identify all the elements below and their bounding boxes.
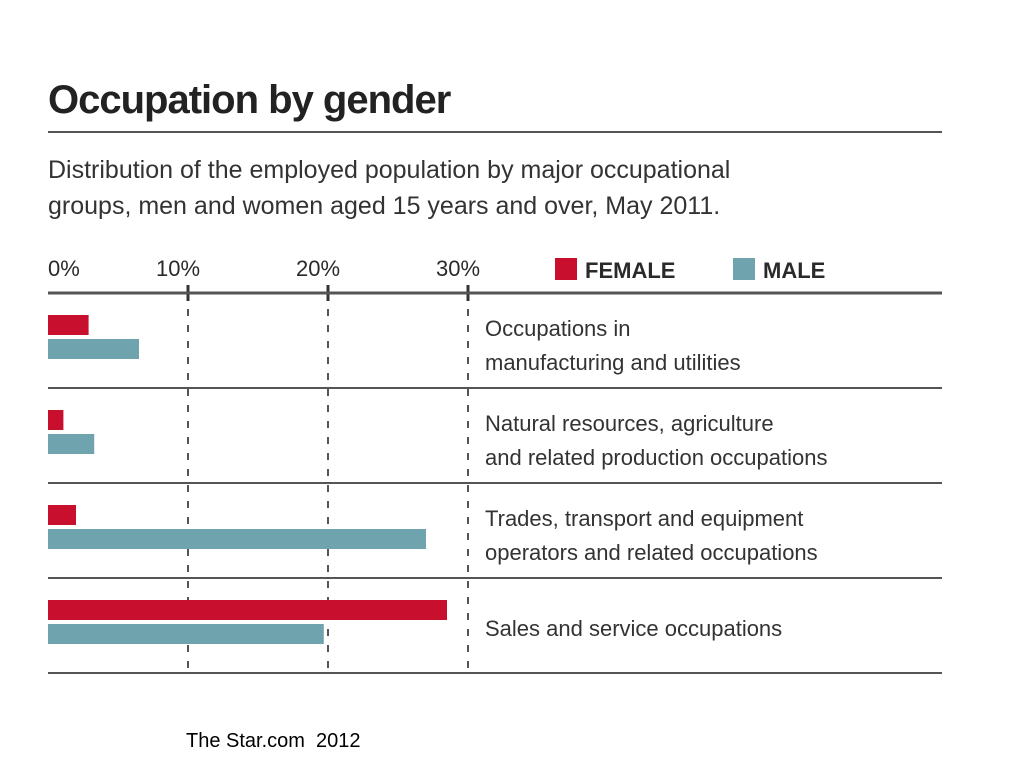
- bar-female-4: [48, 600, 447, 620]
- tick-label-0: 0%: [48, 256, 80, 281]
- category-label-4: Sales and service occupations: [485, 616, 782, 641]
- legend-swatch-male: [733, 258, 755, 280]
- legend-swatch-female: [555, 258, 577, 280]
- category-label-3-line-2: operators and related occupations: [485, 540, 818, 565]
- chart-title: Occupation by gender: [48, 78, 451, 122]
- category-label-2-line-2: and related production occupations: [485, 445, 827, 470]
- tick-label-10: 10%: [156, 256, 200, 281]
- category-label-1-line-2: manufacturing and utilities: [485, 350, 741, 375]
- source-credit: The Star.com 2012: [186, 730, 361, 752]
- bar-chart: 0% 10% 20% 30% FEMALE MALE Occupations in manuf…: [48, 256, 942, 674]
- legend-label-male: MALE: [763, 258, 825, 283]
- subtitle-line-2: groups, men and women aged 15 years and …: [48, 192, 721, 220]
- category-label-1-line-1: Occupations in: [485, 316, 631, 341]
- subtitle-line-1: Distribution of the employed population …: [48, 156, 731, 184]
- legend-label-female: FEMALE: [585, 258, 675, 283]
- bar-female-2: [48, 410, 64, 430]
- bar-male-3: [48, 529, 426, 549]
- chart-subtitle: Distribution of the employed population …: [48, 152, 938, 224]
- category-label-3-line-1: Trades, transport and equipment: [485, 506, 803, 531]
- tick-label-30: 30%: [436, 256, 480, 281]
- bar-male-4: [48, 624, 324, 644]
- category-label-2-line-1: Natural resources, agriculture: [485, 411, 774, 436]
- bar-male-1: [48, 339, 139, 359]
- bar-female-1: [48, 315, 89, 335]
- title-divider: [48, 131, 942, 133]
- bar-female-3: [48, 505, 76, 525]
- bar-male-2: [48, 434, 95, 454]
- tick-label-20: 20%: [296, 256, 340, 281]
